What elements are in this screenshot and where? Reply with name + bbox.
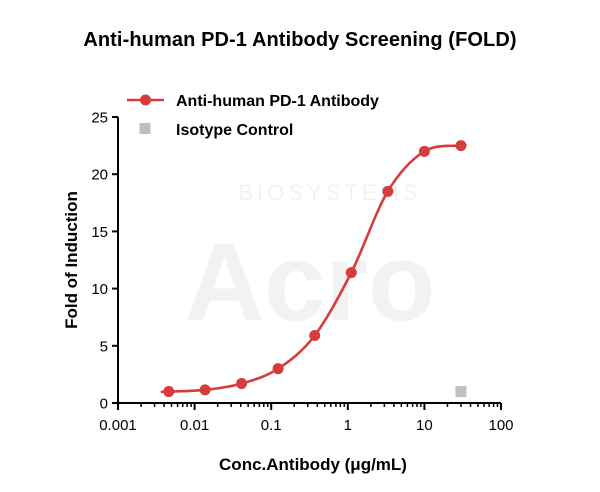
data-points: [163, 140, 467, 398]
y-ticks: 0 5 10 15 20 25: [91, 110, 118, 413]
y-tick-label: 25: [91, 110, 108, 127]
x-axis-label: Conc.Antibody (μg/mL): [219, 455, 407, 474]
x-tick-label: 10: [416, 417, 433, 434]
legend: Anti-human PD-1 Antibody Isotype Control: [127, 93, 379, 139]
y-tick-label: 10: [91, 281, 108, 298]
x-tick-label: 0.01: [180, 417, 209, 434]
x-ticks: 0.001 0.01 0.1 1 10 100: [99, 403, 514, 434]
data-point-anti-human-pd1: [236, 378, 248, 390]
data-point-anti-human-pd1: [455, 140, 467, 152]
legend-label: Anti-human PD-1 Antibody: [176, 93, 379, 110]
x-tick-label: 100: [488, 417, 513, 434]
legend-label: Isotype Control: [176, 122, 293, 139]
plot-axes: [117, 117, 501, 404]
data-point-anti-human-pd1: [418, 145, 430, 157]
x-tick-label: 1: [344, 417, 352, 434]
x-tick-label: 0.1: [261, 417, 282, 434]
legend-square-marker-icon: [139, 123, 151, 134]
y-tick-label: 20: [91, 167, 108, 184]
chart-title: Anti-human PD-1 Antibody Screening (FOLD…: [83, 29, 517, 51]
data-point-anti-human-pd1: [345, 267, 357, 279]
legend-circle-marker-icon: [140, 94, 151, 106]
watermark: BIOSYSTEMS Acro: [185, 180, 436, 344]
data-point-anti-human-pd1: [163, 386, 175, 398]
x-tick-label: 0.001: [99, 417, 137, 434]
watermark-brand: Acro: [185, 221, 436, 344]
y-tick-label: 0: [100, 396, 108, 413]
y-tick-label: 5: [100, 338, 108, 355]
legend-item-anti-human-pd1: Anti-human PD-1 Antibody: [127, 93, 379, 110]
y-axis-label: Fold of Induction: [62, 191, 81, 329]
legend-item-isotype-control: Isotype Control: [139, 122, 293, 139]
data-point-anti-human-pd1: [272, 363, 284, 375]
data-point-isotype-control: [455, 386, 467, 398]
y-tick-label: 15: [91, 224, 108, 241]
data-point-anti-human-pd1: [309, 330, 321, 342]
data-point-anti-human-pd1: [199, 384, 211, 396]
data-point-anti-human-pd1: [382, 185, 394, 197]
